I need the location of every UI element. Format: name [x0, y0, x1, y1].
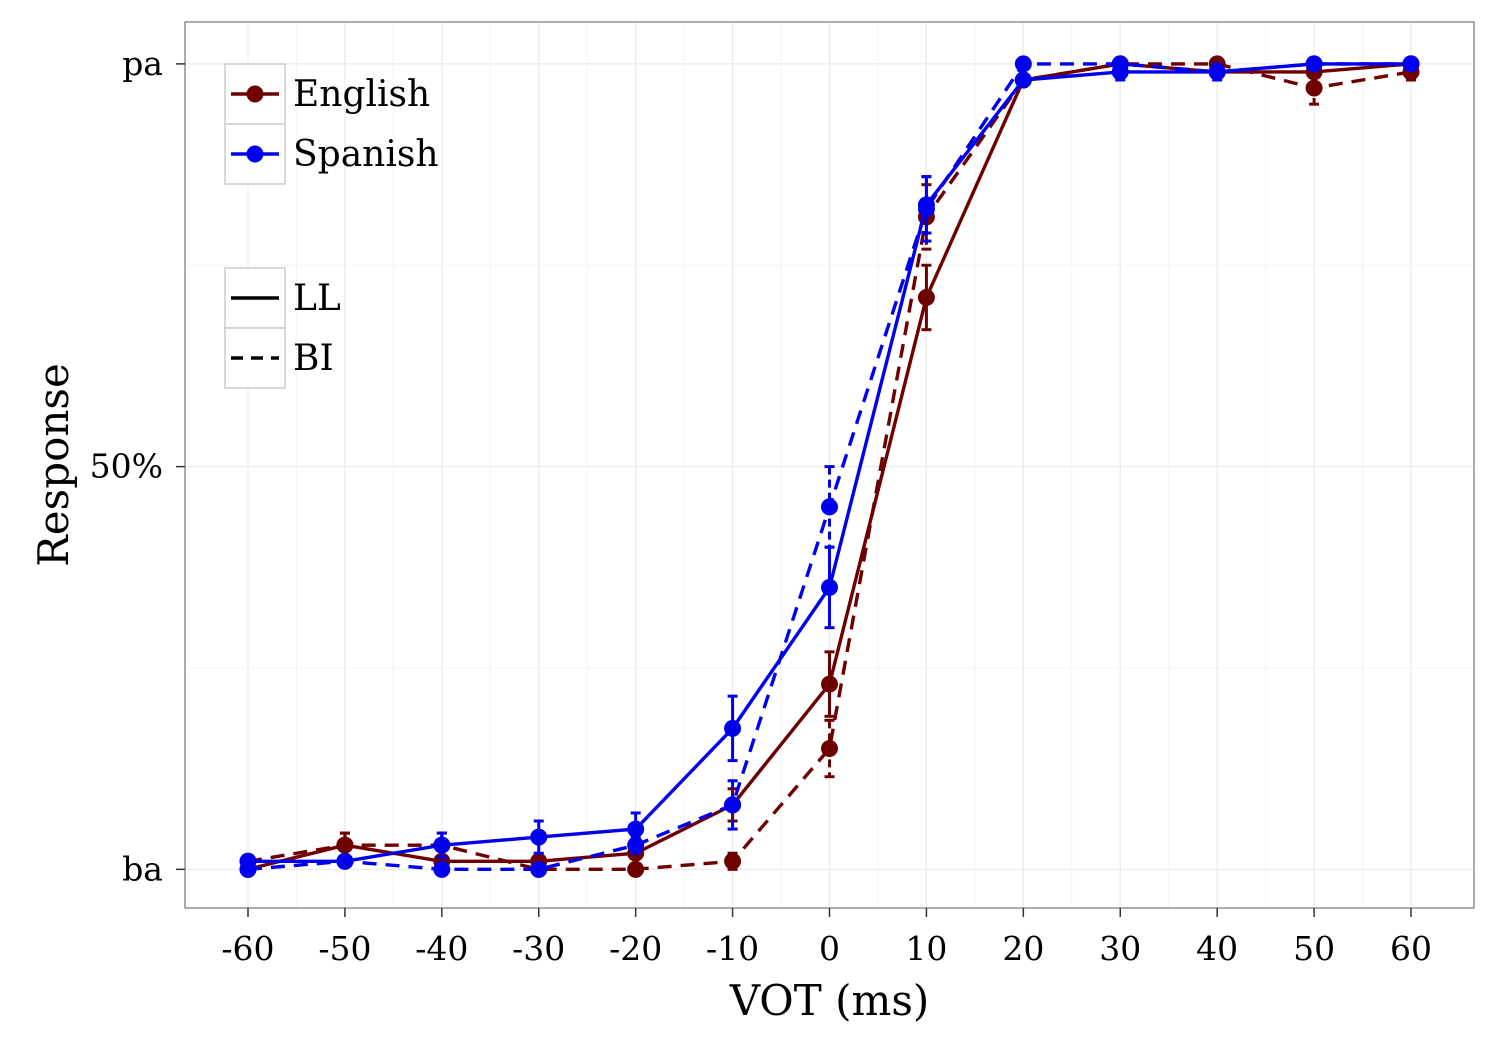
- y-tick-label-2: pa: [122, 44, 163, 83]
- legend-entry-spanish: Spanish: [224, 123, 439, 185]
- x-tick-label-7: 10: [905, 929, 947, 968]
- point-spanish-bi-5: [724, 796, 742, 814]
- series-layer: [239, 55, 1420, 878]
- x-tick-label-8: 20: [1002, 929, 1044, 968]
- point-spanish-bi-4: [627, 836, 645, 854]
- legend-label-english: English: [293, 74, 430, 115]
- point-english-bi-4: [627, 860, 645, 878]
- point-spanish-ll-3: [530, 828, 548, 846]
- point-spanish-ll-5: [724, 719, 742, 737]
- y-axis-title: Response: [29, 363, 78, 567]
- x-tick-label-0: -60: [221, 929, 274, 968]
- point-spanish-bi-7: [917, 200, 935, 218]
- point-english-ll-7: [917, 288, 935, 306]
- y-tick-label-1: 50%: [90, 447, 163, 486]
- error-bar-spanish-bi-5: [727, 779, 738, 831]
- legend-label-spanish: Spanish: [293, 134, 439, 175]
- x-axis: -60 -50 -40 -30 -20 -10 0 10 20 30 40 50 60: [221, 908, 1432, 968]
- legend: English Spanish LL BI: [224, 63, 439, 389]
- legend-entry-english: English: [224, 63, 430, 125]
- point-spanish-bi-6: [821, 498, 838, 516]
- point-english-bi-1: [336, 836, 354, 854]
- x-tick-label-11: 50: [1293, 929, 1335, 968]
- x-tick-label-3: -30: [512, 929, 565, 968]
- point-english-bi-5: [724, 852, 742, 870]
- legend-label-bi: BI: [293, 338, 334, 379]
- y-axis: ba 50% pa: [90, 44, 185, 888]
- x-tick-label-5: -10: [706, 929, 759, 968]
- point-spanish-bi-3: [530, 860, 548, 878]
- point-spanish-ll-2: [433, 836, 451, 854]
- x-tick-label-6: 0: [819, 929, 840, 968]
- x-tick-label-2: -40: [415, 929, 468, 968]
- point-english-ll-6: [821, 675, 838, 693]
- x-tick-label-12: 60: [1390, 929, 1432, 968]
- point-spanish-bi-8: [1014, 55, 1032, 73]
- point-spanish-bi-11: [1305, 55, 1323, 73]
- point-spanish-bi-9: [1111, 55, 1129, 73]
- point-spanish-bi-2: [433, 860, 451, 878]
- point-spanish-bi-12: [1402, 55, 1420, 73]
- legend-entry-ll: LL: [224, 267, 341, 329]
- point-spanish-ll-4: [627, 820, 645, 838]
- x-tick-label-10: 40: [1196, 929, 1238, 968]
- x-axis-title: VOT (ms): [729, 976, 930, 1025]
- x-tick-label-4: -20: [609, 929, 662, 968]
- point-spanish-bi-10: [1208, 63, 1226, 81]
- point-spanish-ll-6: [821, 578, 838, 596]
- x-tick-label-1: -50: [318, 929, 371, 968]
- point-english-bi-11: [1305, 79, 1323, 97]
- point-spanish-ll-8: [1014, 71, 1032, 89]
- y-tick-label-0: ba: [122, 849, 163, 888]
- x-tick-label-9: 30: [1099, 929, 1141, 968]
- series-spanish-bi: [239, 55, 1420, 878]
- point-spanish-bi-0: [239, 860, 257, 878]
- legend-label-ll: LL: [293, 278, 341, 319]
- point-english-bi-6: [821, 740, 838, 758]
- legend-entry-bi: BI: [224, 327, 334, 389]
- point-spanish-bi-1: [336, 852, 354, 870]
